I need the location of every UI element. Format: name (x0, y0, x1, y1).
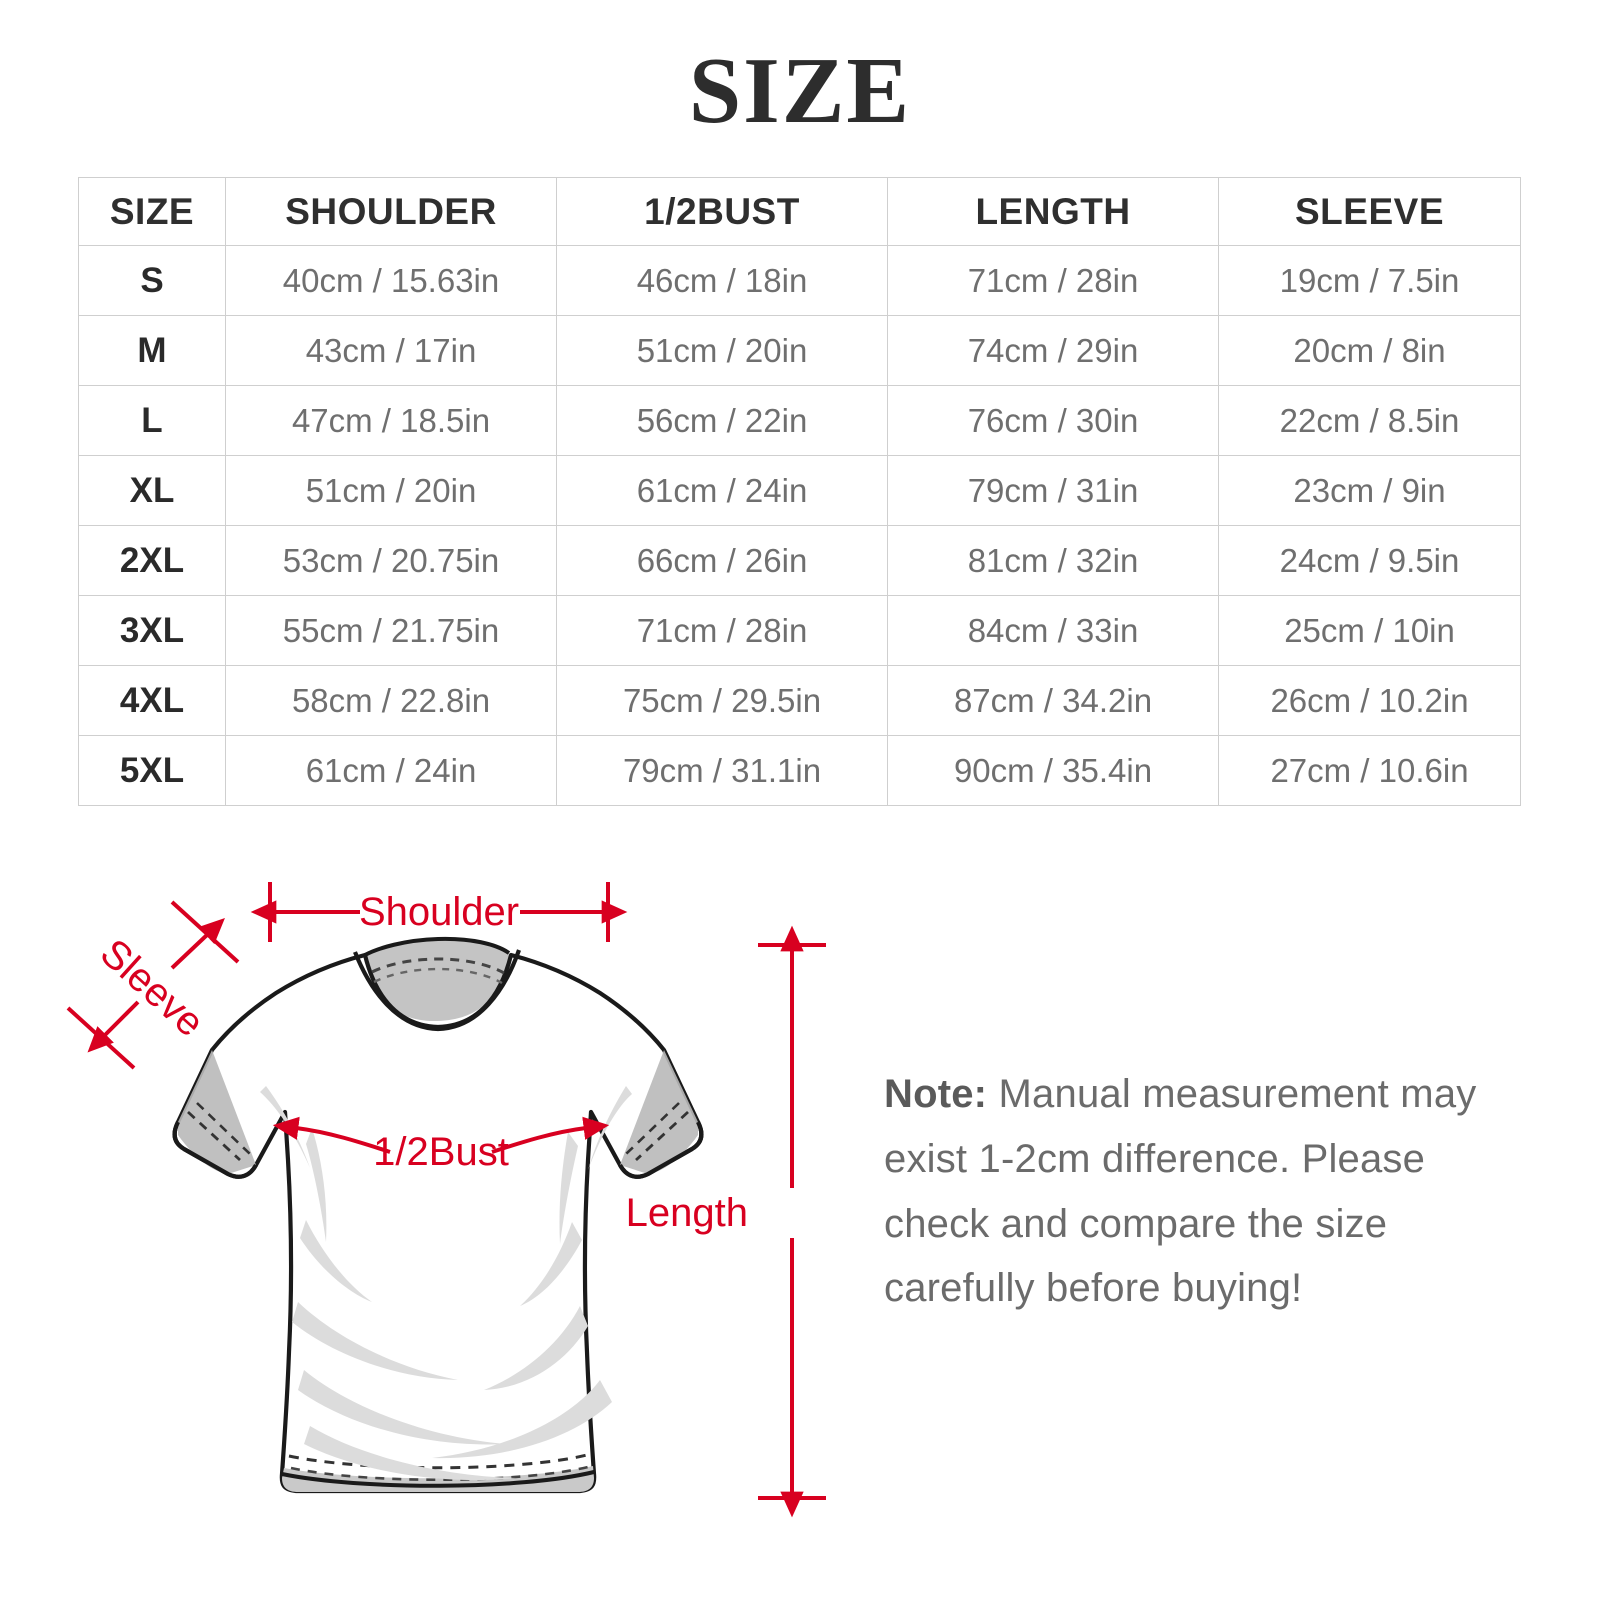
cell-size: XL (78, 455, 226, 526)
right-sleeve-cuff-outline (618, 1121, 704, 1179)
left-sleeve-hem-stitch-2 (196, 1102, 251, 1155)
cell-length: 87cm / 34.2in (887, 665, 1219, 736)
right-sleeve-hem-stitch-2 (625, 1102, 680, 1155)
cell-length: 74cm / 29in (887, 315, 1219, 386)
cell-bust: 51cm / 20in (556, 315, 888, 386)
cell-length: 90cm / 35.4in (887, 735, 1219, 806)
bottom-hem-outline (281, 1470, 595, 1488)
left-sleeve-cuff-outline (172, 1121, 258, 1179)
cell-bust: 75cm / 29.5in (556, 665, 888, 736)
table-row: 3XL 55cm / 21.75in 71cm / 28in 84cm / 33… (78, 595, 1521, 666)
cell-size: S (78, 245, 226, 316)
cell-length: 71cm / 28in (887, 245, 1219, 316)
cell-length: 79cm / 31in (887, 455, 1219, 526)
cell-sleeve: 23cm / 9in (1218, 455, 1521, 526)
cell-sleeve: 22cm / 8.5in (1218, 385, 1521, 456)
shoulder-label: Shoulder (359, 890, 519, 934)
length-label: Length (626, 1191, 748, 1235)
cell-bust: 79cm / 31.1in (556, 735, 888, 806)
shirt-body-outline (172, 952, 704, 1494)
cell-bust: 71cm / 28in (556, 595, 888, 666)
note-block: Note: Manual measurement may exist 1-2cm… (884, 1062, 1504, 1321)
right-sleeve-hem-stitch-1 (635, 1110, 689, 1162)
header-size: SIZE (78, 177, 226, 246)
tshirt-measurement-diagram: Shoulder Sleeve 1/2Bust (66, 882, 826, 1518)
bottom-hem-stitch-1 (288, 1452, 592, 1470)
table-row: L 47cm / 18.5in 56cm / 22in 76cm / 30in … (78, 385, 1521, 456)
page-title: SIZE (688, 39, 912, 143)
table-row: S 40cm / 15.63in 46cm / 18in 71cm / 28in… (78, 245, 1521, 316)
cell-size: 5XL (78, 735, 226, 806)
collar-band (364, 936, 511, 957)
length-measurement-annotation: Length (626, 925, 826, 1518)
cell-shoulder: 61cm / 24in (225, 735, 557, 806)
cell-bust: 61cm / 24in (556, 455, 888, 526)
sleeve-arrow-upper (170, 917, 225, 970)
fabric-fold-shading (260, 1086, 632, 1481)
bust-label: 1/2Bust (373, 1130, 509, 1174)
cell-shoulder: 51cm / 20in (225, 455, 557, 526)
cell-sleeve: 26cm / 10.2in (1218, 665, 1521, 736)
table-row: 2XL 53cm / 20.75in 66cm / 26in 81cm / 32… (78, 525, 1521, 596)
sleeve-measurement-annotation: Sleeve (66, 900, 240, 1070)
bust-arrow-left (272, 1116, 391, 1154)
note-label: Note: (884, 1072, 988, 1116)
measurement-diagram-area: Shoulder Sleeve 1/2Bust (0, 840, 1600, 1600)
collar-outer-edge (353, 949, 521, 1032)
cell-length: 84cm / 33in (887, 595, 1219, 666)
cell-sleeve: 27cm / 10.6in (1218, 735, 1521, 806)
note-text: Manual measurement may exist 1-2cm diffe… (884, 1072, 1477, 1311)
cell-size: 3XL (78, 595, 226, 666)
cell-size: M (78, 315, 226, 386)
cell-bust: 66cm / 26in (556, 525, 888, 596)
table-row: 5XL 61cm / 24in 79cm / 31.1in 90cm / 35.… (78, 735, 1521, 806)
cell-size: L (78, 385, 226, 456)
shoulder-measurement-annotation: Shoulder (250, 882, 628, 942)
header-bust: 1/2BUST (556, 177, 888, 246)
collar-inner-shape (365, 938, 509, 1022)
cell-bust: 56cm / 22in (556, 385, 888, 456)
collar-stitch-line-2 (373, 967, 503, 985)
header-shoulder: SHOULDER (225, 177, 557, 246)
table-header-row: SIZE SHOULDER 1/2BUST LENGTH SLEEVE (78, 177, 1521, 246)
cell-shoulder: 58cm / 22.8in (225, 665, 557, 736)
cell-sleeve: 25cm / 10in (1218, 595, 1521, 666)
tshirt-illustration (172, 936, 704, 1494)
cell-size: 4XL (78, 665, 226, 736)
cell-shoulder: 53cm / 20.75in (225, 525, 557, 596)
header-sleeve: SLEEVE (1218, 177, 1521, 246)
cell-shoulder: 47cm / 18.5in (225, 385, 557, 456)
sleeve-arrow-lower (87, 1000, 140, 1053)
left-sleeve-cuff (178, 1050, 256, 1174)
sleeve-tick-upper (170, 900, 240, 964)
cell-shoulder: 55cm / 21.75in (225, 595, 557, 666)
table-row: M 43cm / 17in 51cm / 20in 74cm / 29in 20… (78, 315, 1521, 386)
cell-sleeve: 20cm / 8in (1218, 315, 1521, 386)
cell-size: 2XL (78, 525, 226, 596)
header-length: LENGTH (887, 177, 1219, 246)
cell-length: 81cm / 32in (887, 525, 1219, 596)
bust-measurement-annotation: 1/2Bust (272, 1116, 610, 1174)
collar-stitch-line (371, 957, 505, 975)
cell-bust: 46cm / 18in (556, 245, 888, 316)
table-row: 4XL 58cm / 22.8in 75cm / 29.5in 87cm / 3… (78, 665, 1521, 736)
cell-length: 76cm / 30in (887, 385, 1219, 456)
cell-shoulder: 40cm / 15.63in (225, 245, 557, 316)
cell-shoulder: 43cm / 17in (225, 315, 557, 386)
cell-sleeve: 19cm / 7.5in (1218, 245, 1521, 316)
left-sleeve-hem-stitch-1 (187, 1110, 241, 1162)
table-row: XL 51cm / 20in 61cm / 24in 79cm / 31in 2… (78, 455, 1521, 526)
bust-arrow-right (491, 1116, 610, 1154)
right-sleeve-cuff (620, 1050, 698, 1174)
cell-sleeve: 24cm / 9.5in (1218, 525, 1521, 596)
size-table: SIZE SHOULDER 1/2BUST LENGTH SLEEVE S 40… (78, 177, 1521, 806)
